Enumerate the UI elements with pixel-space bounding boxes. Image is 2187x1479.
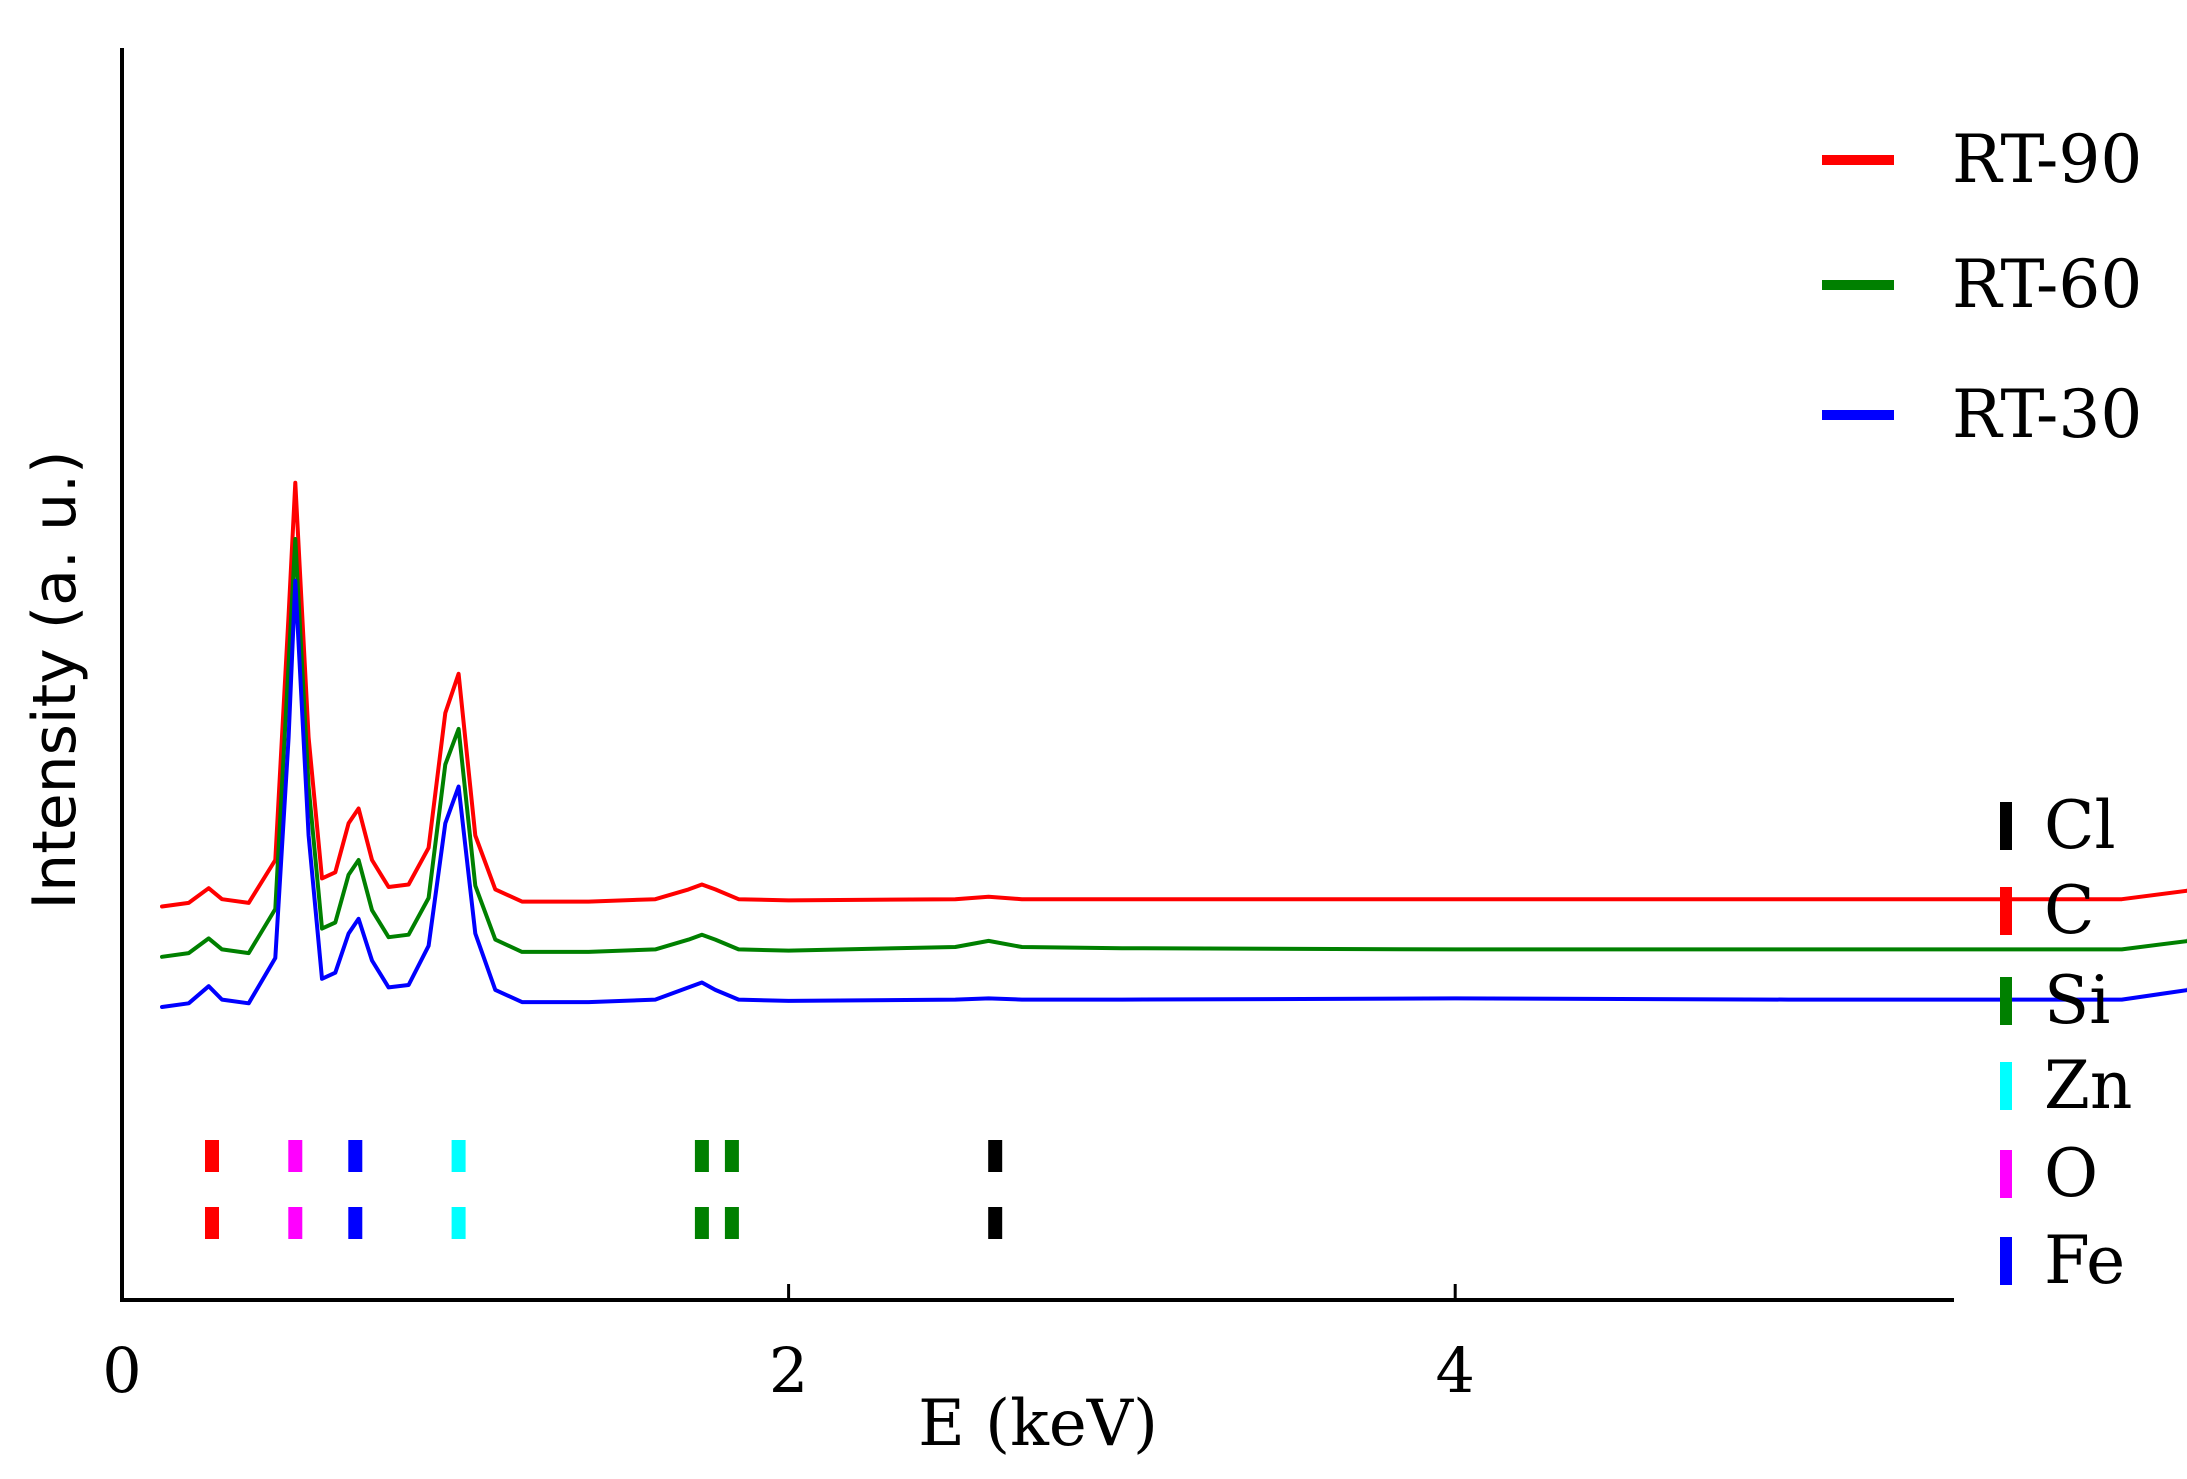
x-tick-label: 0 xyxy=(102,1334,141,1407)
element-legend: Cl C Si Zn O Fe xyxy=(2000,787,2132,1299)
element-legend-c: C xyxy=(2000,872,2095,949)
x-tick-layer: 024810 xyxy=(102,1284,1475,1407)
element-marker-zn xyxy=(451,1140,466,1172)
element-marker-layer xyxy=(205,1140,1003,1239)
element-legend-zn: Zn xyxy=(2000,1047,2132,1124)
element-legend-swatch xyxy=(2000,887,2012,935)
legend-label: RT-60 xyxy=(1952,246,2142,323)
element-marker-zn xyxy=(451,1207,466,1239)
element-marker-fe xyxy=(348,1140,363,1172)
element-marker-cl xyxy=(988,1207,1003,1239)
legend-label: RT-30 xyxy=(1952,376,2142,453)
element-legend-swatch xyxy=(2000,1062,2012,1110)
element-legend-swatch xyxy=(2000,977,2012,1025)
legend-label: RT-90 xyxy=(1952,121,2142,198)
element-marker-c xyxy=(205,1207,219,1239)
element-marker-si xyxy=(724,1207,739,1239)
element-legend-label: C xyxy=(2044,872,2095,949)
element-legend-swatch xyxy=(2000,802,2012,850)
element-marker-c xyxy=(205,1140,219,1172)
series-line-rt-60 xyxy=(160,537,2187,959)
x-tick-label: 2 xyxy=(769,1334,808,1407)
element-legend-cl: Cl xyxy=(2000,787,2116,864)
x-axis-label: E (keV) xyxy=(918,1387,1158,1461)
spectrum-series-layer xyxy=(160,480,2187,1009)
element-marker-o xyxy=(288,1207,303,1239)
legend-entry-rt-30: RT-30 xyxy=(1822,376,2142,453)
element-marker-si xyxy=(724,1140,739,1172)
series-legend: RT-90 RT-60 RT-30 xyxy=(1822,121,2142,453)
series-line-rt-90 xyxy=(160,480,2187,909)
element-legend-swatch xyxy=(2000,1150,2012,1198)
x-tick-label: 4 xyxy=(1435,1334,1474,1407)
element-legend-label: O xyxy=(2044,1135,2098,1212)
element-legend-label: Zn xyxy=(2044,1047,2132,1124)
axes xyxy=(120,48,1954,1302)
series-line-rt-30 xyxy=(160,578,2187,1009)
element-legend-o: O xyxy=(2000,1135,2098,1212)
y-axis-label: Intensity (a. u.) xyxy=(20,450,90,909)
element-legend-fe: Fe xyxy=(2000,1222,2125,1299)
legend-entry-rt-90: RT-90 xyxy=(1822,121,2142,198)
element-legend-swatch xyxy=(2000,1237,2012,1285)
element-legend-label: Cl xyxy=(2044,787,2116,864)
element-legend-si: Si xyxy=(2000,962,2110,1039)
element-marker-si xyxy=(694,1140,709,1172)
element-marker-fe xyxy=(348,1207,363,1239)
legend-entry-rt-60: RT-60 xyxy=(1822,246,2142,323)
element-marker-cl xyxy=(988,1140,1003,1172)
element-legend-label: Fe xyxy=(2044,1222,2125,1299)
element-marker-o xyxy=(288,1140,303,1172)
element-legend-label: Si xyxy=(2044,962,2110,1039)
element-marker-si xyxy=(694,1207,709,1239)
